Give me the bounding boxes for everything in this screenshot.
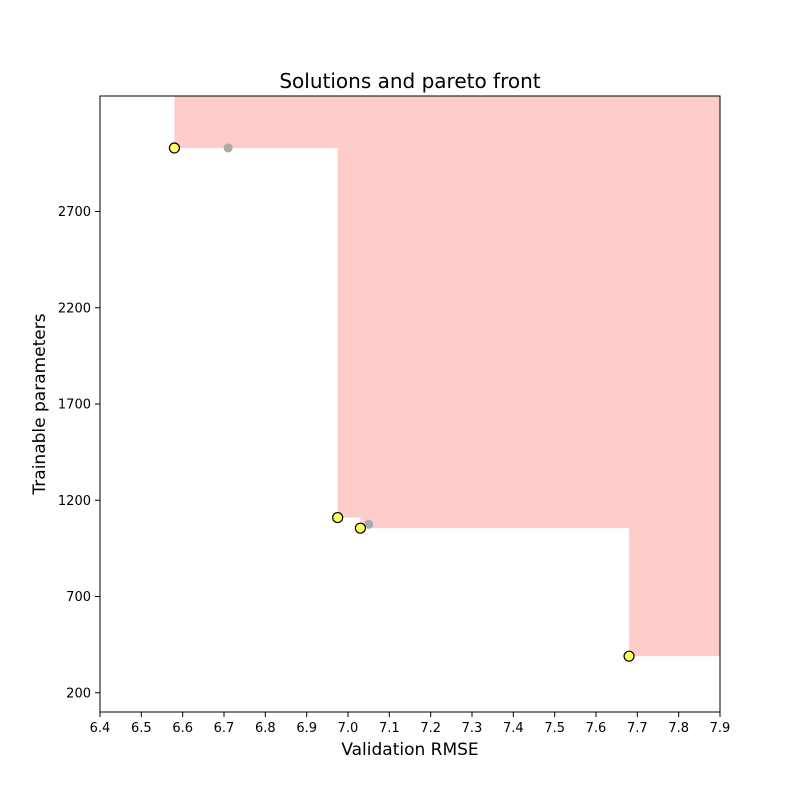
pareto-point	[623, 650, 635, 662]
pareto-point	[168, 142, 180, 154]
dominated-region	[174, 96, 720, 657]
x-tick-label: 6.9	[296, 721, 317, 736]
x-tick-label: 7.9	[710, 721, 731, 736]
x-tick-label: 6.5	[131, 721, 152, 736]
x-tick-label: 7.2	[420, 721, 441, 736]
x-tick-label: 7.6	[586, 721, 607, 736]
x-axis: 6.4 6.5 6.6 6.7 6.8 6.9 7.0 7.1 7.2 7.3 7.4 7.5 7.6 7…	[90, 712, 731, 736]
x-tick-label: 7.0	[338, 721, 359, 736]
y-tick-label: 200	[66, 686, 91, 701]
solution-point	[364, 519, 374, 529]
y-tick-label: 2200	[58, 301, 91, 316]
x-tick-label: 6.4	[90, 721, 111, 736]
data-points	[168, 142, 635, 662]
x-tick-label: 6.6	[172, 721, 193, 736]
solution-point	[223, 143, 233, 153]
y-axis-title: Trainable parameters	[30, 313, 50, 495]
x-axis-title: Validation RMSE	[341, 740, 478, 760]
pareto-point	[354, 522, 366, 534]
x-tick-label: 7.5	[544, 721, 565, 736]
y-tick-label: 700	[66, 590, 91, 605]
y-tick-label: 1200	[58, 494, 91, 509]
y-tick-label: 1700	[58, 398, 91, 413]
dominated-region-area	[174, 96, 720, 657]
x-tick-label: 6.7	[214, 721, 235, 736]
pareto-point	[332, 511, 344, 524]
chart-title: Solutions and pareto front	[279, 69, 540, 93]
x-tick-label: 7.1	[379, 721, 400, 736]
x-tick-label: 7.3	[462, 721, 483, 736]
y-axis: 200 700 1200 1700 2200 2700	[58, 205, 100, 701]
x-tick-label: 7.8	[668, 721, 689, 736]
x-tick-label: 6.8	[255, 721, 276, 736]
y-tick-label: 2700	[58, 205, 91, 220]
x-tick-label: 7.4	[503, 721, 524, 736]
x-tick-label: 7.7	[627, 721, 648, 736]
